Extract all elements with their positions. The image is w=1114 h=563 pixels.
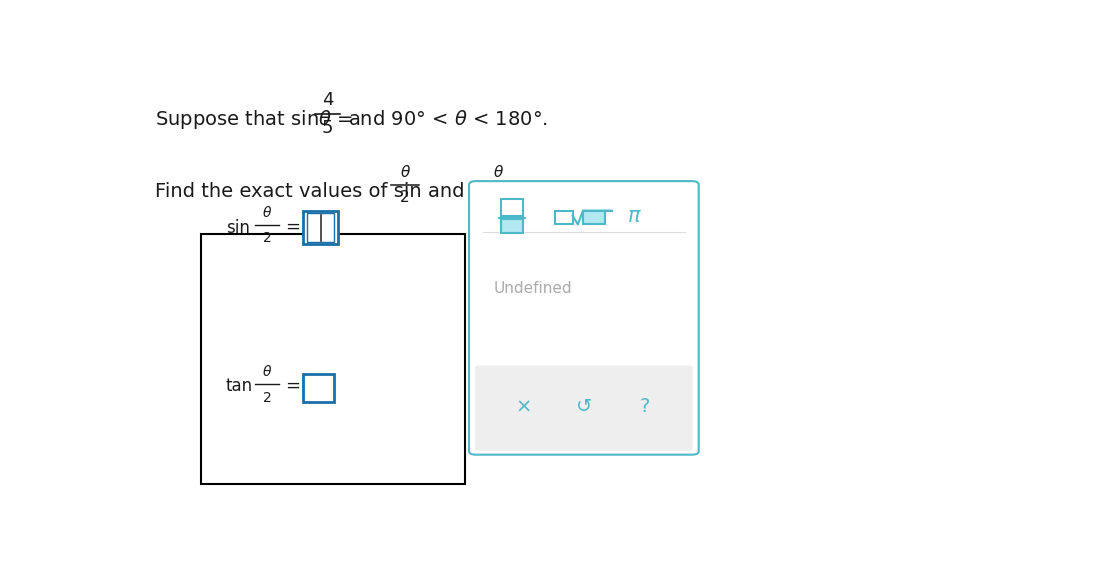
Text: tan: tan xyxy=(225,377,253,395)
Text: $\theta$: $\theta$ xyxy=(262,205,272,220)
FancyBboxPatch shape xyxy=(556,211,573,224)
FancyBboxPatch shape xyxy=(501,199,524,216)
Text: Find the exact values of sin: Find the exact values of sin xyxy=(155,182,421,200)
Text: $\pi$: $\pi$ xyxy=(627,206,643,226)
Text: sin: sin xyxy=(225,219,250,237)
FancyBboxPatch shape xyxy=(583,212,605,224)
Text: Undefined: Undefined xyxy=(494,281,571,296)
FancyBboxPatch shape xyxy=(303,374,334,402)
Text: and 90° < $\theta$ < 180°.: and 90° < $\theta$ < 180°. xyxy=(349,110,548,129)
Text: ×: × xyxy=(516,397,531,416)
Text: =: = xyxy=(285,218,301,236)
Text: 2: 2 xyxy=(400,190,410,205)
FancyBboxPatch shape xyxy=(202,234,465,484)
FancyBboxPatch shape xyxy=(303,212,338,244)
Text: =: = xyxy=(285,377,301,395)
Text: 4: 4 xyxy=(322,91,333,109)
Text: and tan: and tan xyxy=(429,182,504,200)
Text: Suppose that sin$\theta$ =: Suppose that sin$\theta$ = xyxy=(155,108,353,131)
Text: 2: 2 xyxy=(263,391,272,405)
Text: ↺: ↺ xyxy=(576,397,592,416)
FancyBboxPatch shape xyxy=(306,213,334,242)
Text: 2: 2 xyxy=(494,190,504,205)
Text: $\theta$: $\theta$ xyxy=(400,164,411,180)
Text: .: . xyxy=(517,182,522,200)
FancyBboxPatch shape xyxy=(469,181,698,455)
Text: ?: ? xyxy=(639,397,649,416)
FancyBboxPatch shape xyxy=(475,365,693,451)
Text: 5: 5 xyxy=(322,119,333,137)
Text: $\theta$: $\theta$ xyxy=(262,364,272,378)
FancyBboxPatch shape xyxy=(501,219,524,233)
Text: $\theta$: $\theta$ xyxy=(492,164,504,180)
Text: 2: 2 xyxy=(263,231,272,245)
